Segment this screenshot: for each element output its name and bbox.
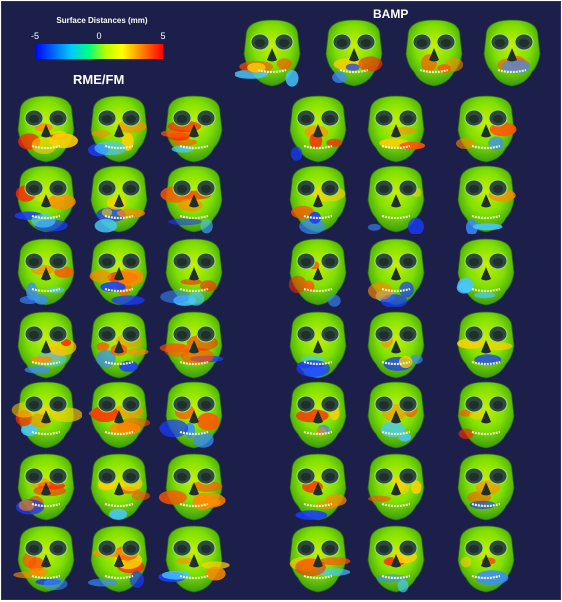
- skull-image: [360, 378, 432, 450]
- skull-image: [282, 450, 354, 522]
- skull-image: [450, 92, 522, 164]
- skull-image: [360, 522, 432, 594]
- skull-image: [10, 162, 82, 234]
- colorbar-tick-min: -5: [30, 31, 39, 41]
- skull-image: [360, 308, 432, 380]
- skull-image: [83, 308, 155, 380]
- skull-image: [360, 235, 432, 307]
- skull-image: [450, 235, 522, 307]
- skull-image: [360, 162, 432, 234]
- skull-image: [83, 522, 155, 594]
- skull-image: [10, 450, 82, 522]
- skull-image: [158, 308, 230, 380]
- skull-image: [317, 16, 391, 88]
- colorbar-tick-mid: 0: [96, 31, 102, 41]
- skull-image: [158, 92, 230, 164]
- skull-image: [10, 378, 82, 450]
- skull-image: [282, 162, 354, 234]
- skull-image: [10, 522, 82, 594]
- skull-image: [282, 308, 354, 380]
- skull-image: [83, 235, 155, 307]
- skull-image: [83, 450, 155, 522]
- skull-image: [10, 308, 82, 380]
- skull-image: [282, 235, 354, 307]
- skull-image: [450, 308, 522, 380]
- skull-image: [158, 378, 230, 450]
- skull-image: [450, 378, 522, 450]
- skull-image: [450, 522, 522, 594]
- skull-image: [83, 378, 155, 450]
- skull-image: [158, 162, 230, 234]
- skull-image: [158, 235, 230, 307]
- skull-image: [83, 162, 155, 234]
- skull-image: [235, 16, 309, 88]
- skull-image: [158, 522, 230, 594]
- colorbar-tick-max: 5: [160, 31, 166, 41]
- skull-image: [10, 92, 82, 164]
- skull-image: [397, 16, 471, 88]
- skull-image: [360, 92, 432, 164]
- group-label-rme-fm: RME/FM: [73, 72, 125, 87]
- skull-image: [10, 235, 82, 307]
- group-label-bamp: BAMP: [373, 7, 409, 21]
- skull-image: [158, 450, 230, 522]
- skull-image: [450, 162, 522, 234]
- skull-image: [83, 92, 155, 164]
- skull-image: [475, 16, 549, 88]
- skull-image: [282, 522, 354, 594]
- colorbar-title: Surface Distances (mm): [56, 16, 148, 25]
- skull-image: [450, 450, 522, 522]
- skull-image: [282, 92, 354, 164]
- skull-image: [360, 450, 432, 522]
- skull-image: [282, 378, 354, 450]
- colorbar: [35, 44, 163, 59]
